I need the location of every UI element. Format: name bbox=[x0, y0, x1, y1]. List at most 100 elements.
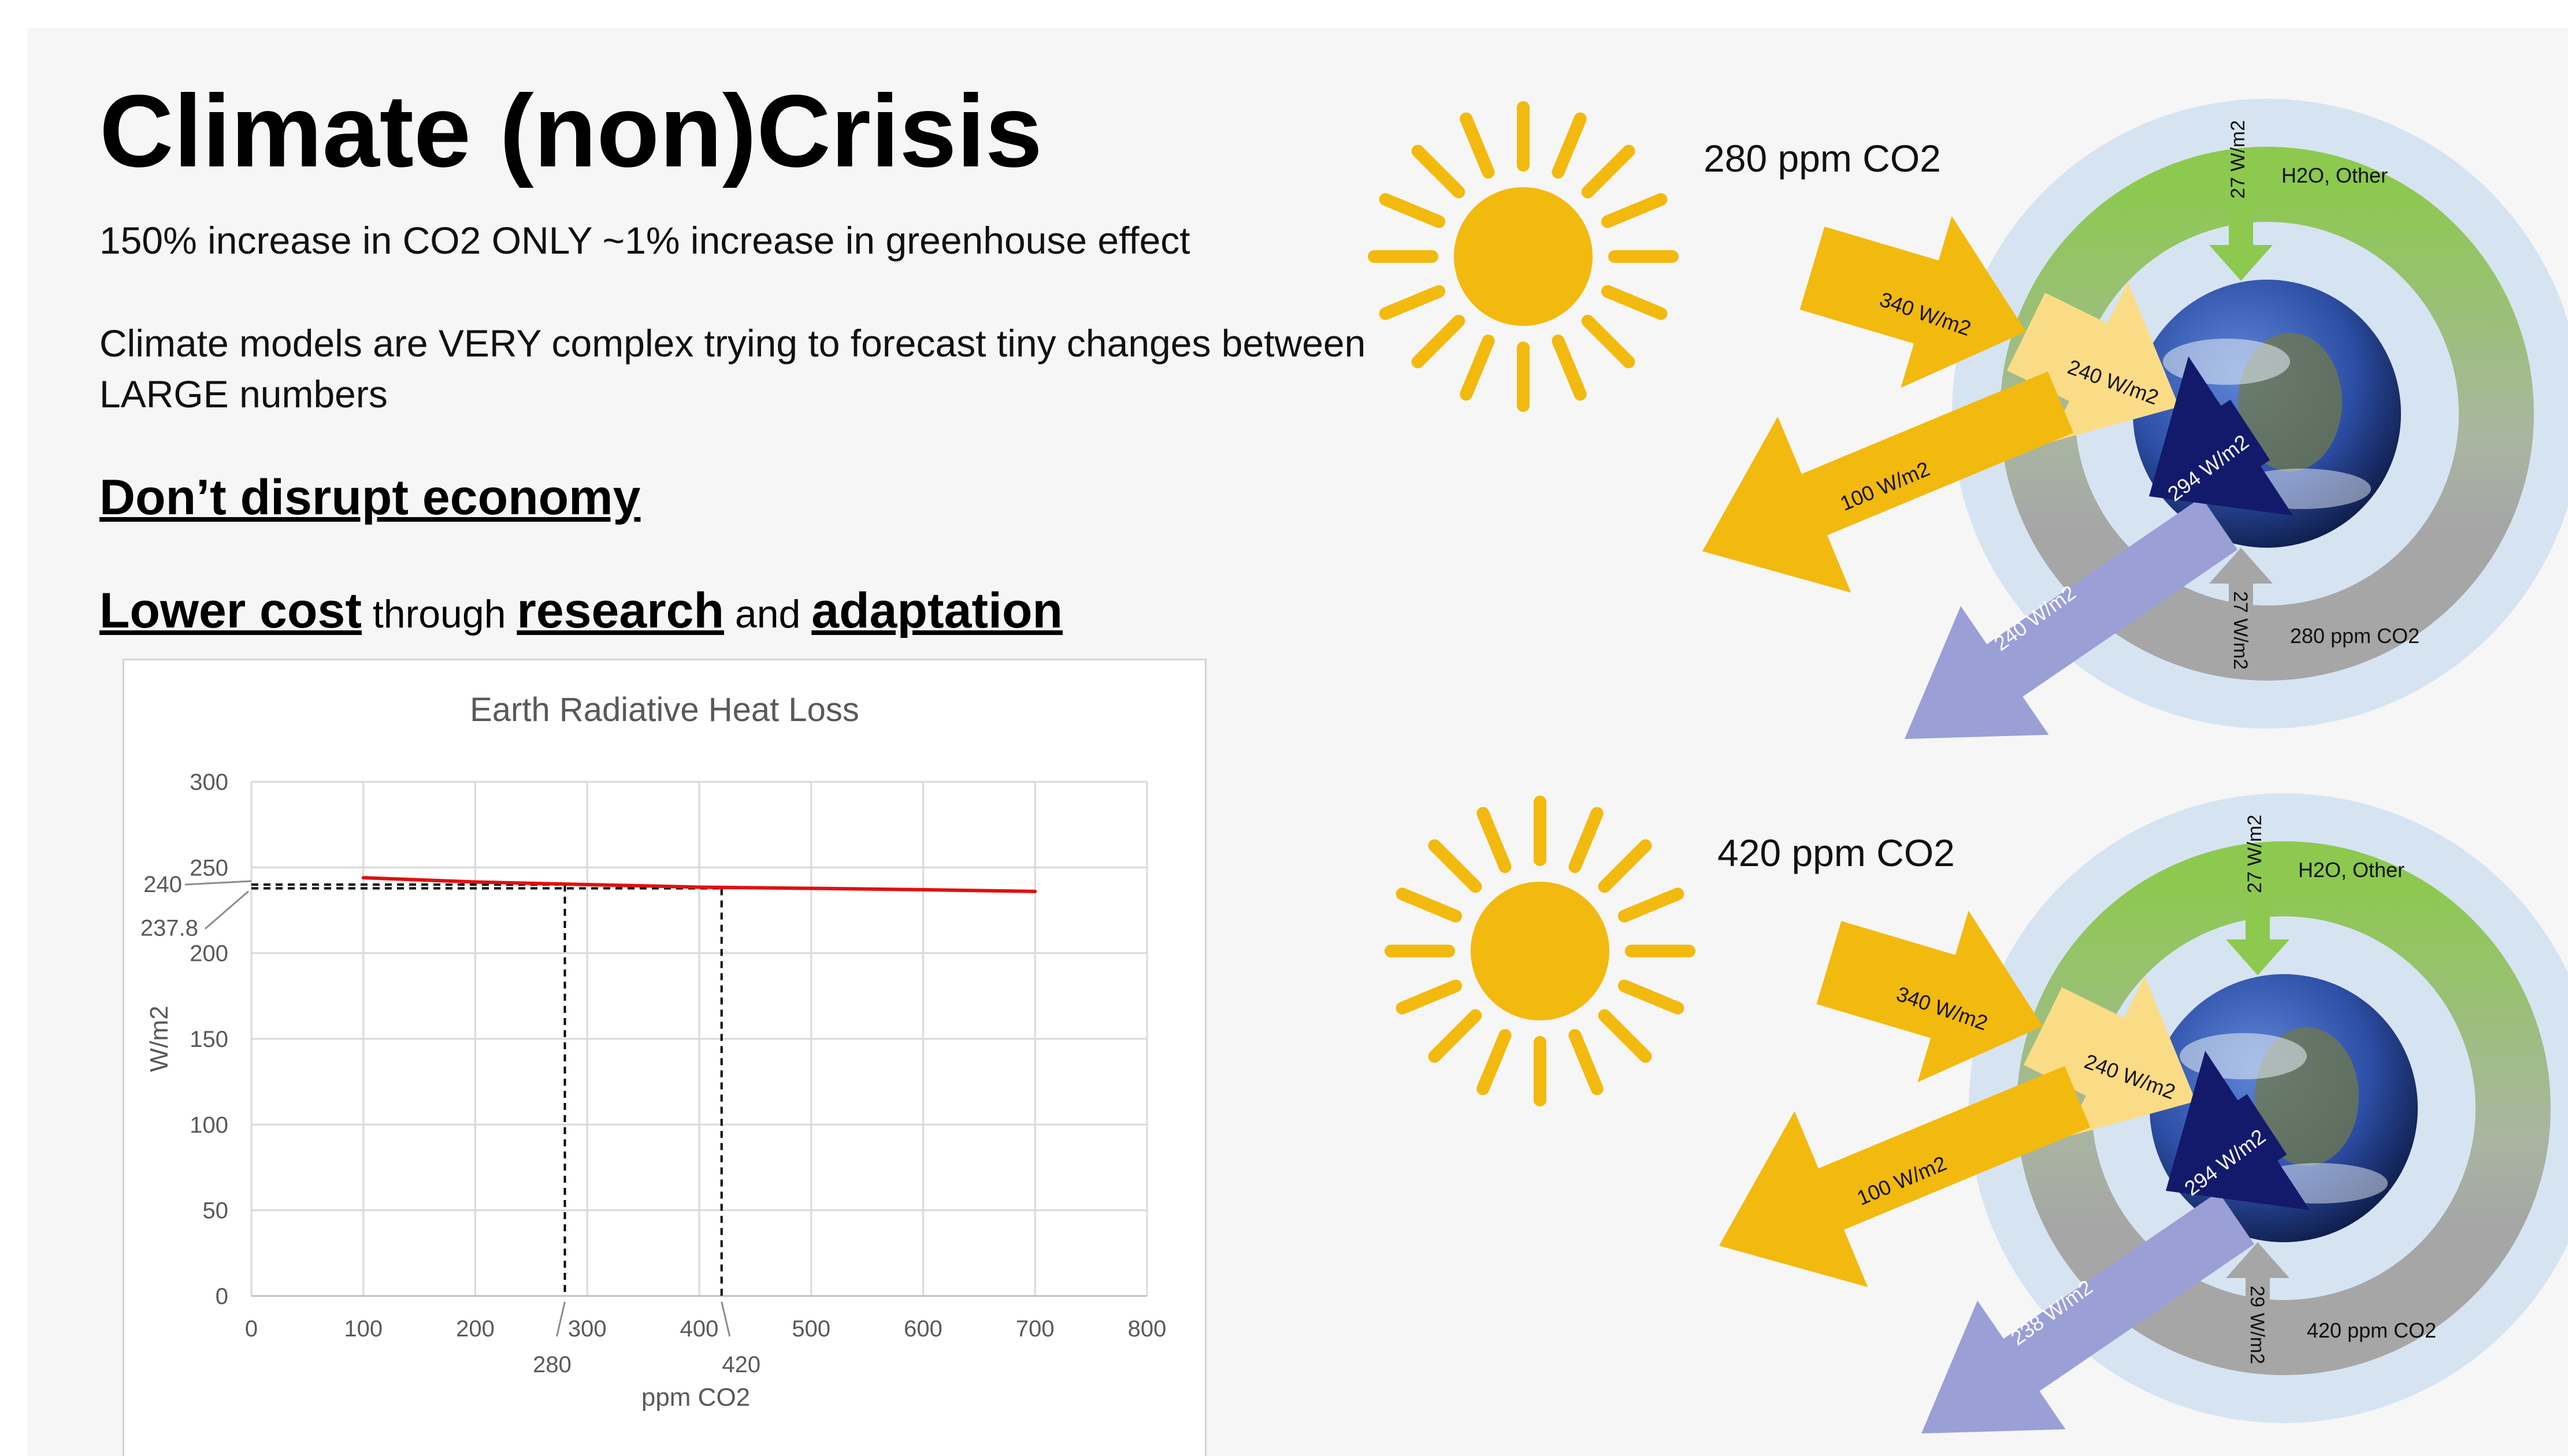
co2-flux-label: 27 W/m2 bbox=[2229, 591, 2251, 670]
incoming-solar-arrow bbox=[1816, 911, 2043, 1083]
series-point bbox=[697, 885, 701, 889]
series-point bbox=[1033, 889, 1037, 893]
x-tick-label: 0 bbox=[245, 1316, 258, 1342]
sun-ray bbox=[1581, 144, 1635, 199]
x-mark-label: 420 bbox=[722, 1352, 760, 1377]
slide: Climate (non)Crisis 150% increase in CO2… bbox=[28, 28, 2568, 1456]
earth-clouds bbox=[2163, 339, 2290, 385]
slide-title: Climate (non)Crisis bbox=[99, 73, 1042, 188]
y-tick-label: 200 bbox=[190, 941, 228, 967]
y-mark-leader bbox=[205, 890, 249, 930]
h2o-flux-label: 27 W/m2 bbox=[2244, 815, 2266, 893]
heading-cost-part3: research bbox=[517, 583, 725, 638]
sun-ray bbox=[1428, 1009, 1482, 1063]
chart-title: Earth Radiative Heat Loss bbox=[470, 691, 859, 729]
outgoing-longwave-arrow bbox=[1905, 497, 2238, 739]
h2o-label: H2O, Other bbox=[2298, 858, 2404, 882]
surface-emission-arrow bbox=[2166, 1050, 2310, 1210]
h2o-backradiation-arrow bbox=[2209, 165, 2273, 281]
x-tick-label: 100 bbox=[344, 1316, 383, 1342]
x-tick-label: 300 bbox=[568, 1316, 607, 1342]
y-tick-label: 100 bbox=[190, 1112, 228, 1138]
earth-clouds bbox=[2180, 1033, 2307, 1079]
sun-ray bbox=[1476, 1028, 1512, 1095]
x-tick-label: 700 bbox=[1016, 1316, 1055, 1342]
y-tick-label: 300 bbox=[190, 770, 228, 795]
y-mark-leader bbox=[184, 880, 252, 886]
sun-icon bbox=[1471, 882, 1609, 1020]
x-tick-label: 800 bbox=[1128, 1316, 1167, 1342]
y-tick-label: 150 bbox=[190, 1027, 228, 1052]
heading-economy: Don’t disrupt economy bbox=[99, 470, 641, 525]
y-tick-label: 250 bbox=[190, 855, 228, 881]
y-tick-label: 50 bbox=[203, 1198, 229, 1224]
co2-flux-label: 29 W/m2 bbox=[2246, 1286, 2268, 1364]
sun-ray bbox=[1617, 887, 1684, 923]
sun-ray bbox=[1460, 334, 1495, 401]
h2o-backradiation-arrow bbox=[2226, 860, 2289, 975]
sun-ray bbox=[1601, 193, 1668, 228]
y-mark-label: 240 bbox=[143, 872, 182, 897]
series-point bbox=[473, 880, 477, 884]
x-mark-label: 280 bbox=[533, 1352, 572, 1377]
sun-ray bbox=[1379, 285, 1446, 320]
x-tick-label: 400 bbox=[680, 1316, 719, 1342]
series-point bbox=[921, 887, 925, 892]
x-mark-leader bbox=[721, 1301, 731, 1337]
incoming-solar-arrow bbox=[1799, 216, 2026, 388]
sun-ray bbox=[1598, 839, 1652, 893]
series-point bbox=[585, 883, 589, 886]
x-tick-label: 600 bbox=[904, 1316, 942, 1342]
x-mark-leader bbox=[556, 1301, 566, 1337]
chart-svg: Earth Radiative Heat Loss 0 100 200 300 400 50… bbox=[140, 691, 1167, 1412]
sun-ray bbox=[1601, 285, 1668, 320]
diagram-top-caption: 280 ppm CO2 bbox=[1704, 137, 1941, 180]
chart-frame: Earth Radiative Heat Loss 0 100 200 300 400 50… bbox=[123, 659, 1207, 1456]
sun-icon bbox=[1454, 187, 1593, 326]
co2-backradiation-arrow bbox=[2226, 1242, 2289, 1345]
absorbed-solar-arrow bbox=[2007, 281, 2179, 443]
sun-ray bbox=[1396, 979, 1463, 1015]
sun-ray bbox=[1460, 112, 1495, 179]
heading-cost-part5: adaptation bbox=[811, 583, 1063, 638]
h2o-label: H2O, Other bbox=[2281, 164, 2388, 187]
co2-label: 420 ppm CO2 bbox=[2307, 1318, 2436, 1342]
x-axis-label: ppm CO2 bbox=[641, 1383, 750, 1412]
heading-cost-part2: through bbox=[361, 592, 517, 636]
sun-ray bbox=[1396, 887, 1463, 923]
sun-ray bbox=[1411, 144, 1465, 199]
x-tick-label: 500 bbox=[792, 1316, 830, 1342]
outgoing-longwave-arrow bbox=[1921, 1191, 2255, 1433]
reflected-solar-arrow bbox=[1719, 1065, 2091, 1287]
series-point bbox=[361, 876, 365, 880]
reflected-solar-arrow bbox=[1702, 371, 2074, 593]
sun-ray bbox=[1617, 979, 1684, 1015]
y-axis-label: W/m2 bbox=[145, 1006, 173, 1072]
heading-cost-part4: and bbox=[724, 592, 812, 636]
sun-ray bbox=[1568, 807, 1604, 874]
heading-cost: Lower cost through research and adaptati… bbox=[99, 582, 1063, 640]
sun-ray bbox=[1411, 314, 1465, 369]
subtitle: 150% increase in CO2 ONLY ~1% increase i… bbox=[99, 219, 1190, 262]
h2o-flux-label: 27 W/m2 bbox=[2227, 120, 2249, 199]
sun-ray bbox=[1476, 807, 1512, 874]
paragraph: Climate models are VERY complex trying t… bbox=[99, 322, 1366, 415]
sun-ray bbox=[1598, 1009, 1652, 1063]
sun-ray bbox=[1552, 112, 1587, 179]
sun-ray bbox=[1581, 314, 1635, 369]
sun-ray bbox=[1428, 839, 1482, 893]
series-point bbox=[809, 886, 813, 890]
sun-ray bbox=[1568, 1028, 1604, 1095]
x-tick-label: 200 bbox=[456, 1316, 495, 1342]
y-mark-label: 237.8 bbox=[140, 916, 198, 941]
absorbed-solar-arrow bbox=[2024, 976, 2196, 1138]
sun-ray bbox=[1379, 193, 1446, 228]
sun-ray bbox=[1552, 334, 1587, 401]
co2-backradiation-arrow bbox=[2209, 548, 2273, 651]
heading-cost-part1: Lower cost bbox=[99, 583, 362, 638]
surface-emission-arrow bbox=[2149, 356, 2294, 516]
y-tick-label: 0 bbox=[216, 1284, 228, 1309]
